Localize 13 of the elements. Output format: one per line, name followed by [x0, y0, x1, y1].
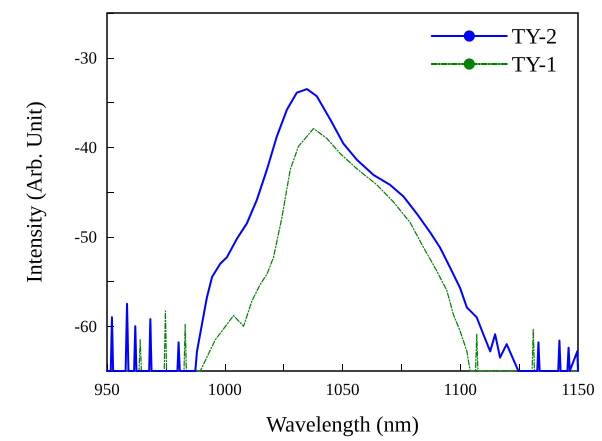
- y-tick-label: -40: [74, 138, 97, 157]
- x-tick-label: 1000: [208, 380, 242, 399]
- x-tick-label: 1100: [444, 380, 477, 399]
- legend-label: TY-1: [512, 52, 558, 76]
- y-tick-label: -60: [74, 316, 97, 336]
- y-axis-title: Intensity (Arb. Unit): [22, 101, 46, 283]
- y-tick-label: -30: [74, 48, 97, 68]
- y-tick-label: -50: [74, 227, 97, 246]
- legend-label: TY-2: [512, 24, 558, 48]
- x-tick-label: 950: [94, 380, 120, 399]
- x-tick-label: 1150: [561, 380, 595, 399]
- x-axis-title: Wavelength (nm): [266, 412, 419, 436]
- x-tick-label: 1050: [326, 380, 360, 399]
